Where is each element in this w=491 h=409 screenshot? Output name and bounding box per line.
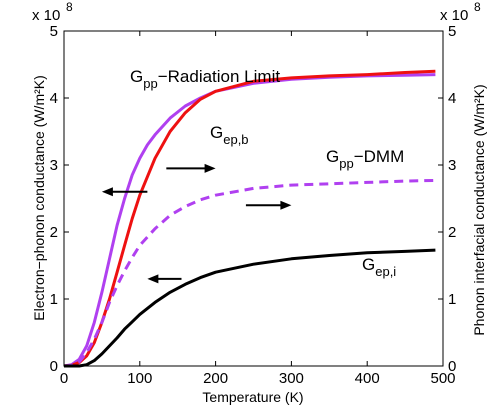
y-axis-label-right: Phonon interfacial conductance (W/m²K) xyxy=(471,84,487,335)
y-tick-label-left: 2 xyxy=(50,224,58,241)
y-tick-label-right: 0 xyxy=(448,358,456,375)
x-axis-label: Temperature (K) xyxy=(202,389,303,405)
y-tick-label-right: 3 xyxy=(448,157,456,174)
arrow-a4 xyxy=(147,274,182,284)
y-tick-label-right: 4 xyxy=(448,90,456,107)
series-line-gep_b xyxy=(63,69,436,368)
annotation-gepb: Gep,b xyxy=(210,123,249,147)
y-tick-label-right: 5 xyxy=(448,23,456,40)
y-multiplier-left-exp: 8 xyxy=(66,0,73,14)
arrow-a1 xyxy=(101,187,148,197)
arrow-a3 xyxy=(245,200,292,210)
y-tick-label-left: 4 xyxy=(50,90,58,107)
y-multiplier-left: x 10 xyxy=(32,7,60,24)
annotation-dmm: Gpp−DMM xyxy=(326,147,404,171)
y-multiplier-right-exp: 8 xyxy=(474,0,481,14)
x-tick-label: 0 xyxy=(60,370,68,387)
x-tick-label: 100 xyxy=(127,370,152,387)
series-line-gpp_dmm xyxy=(63,178,436,368)
y-tick-label-left: 3 xyxy=(50,157,58,174)
arrow-a2 xyxy=(166,163,216,173)
y-tick-label-left: 5 xyxy=(50,23,58,40)
series-line-gpp_rad xyxy=(63,73,436,368)
plot-frame xyxy=(63,30,444,367)
y-tick-label-left: 1 xyxy=(50,291,58,308)
x-tick-label: 400 xyxy=(355,370,380,387)
x-tick-label: 500 xyxy=(430,370,455,387)
x-tick-label: 300 xyxy=(279,370,304,387)
y-multiplier-right: x 10 xyxy=(440,7,468,24)
y-tick-label-right: 2 xyxy=(448,224,456,241)
y-tick-label-left: 0 xyxy=(50,358,58,375)
series-line-gep_i xyxy=(64,248,436,368)
y-tick-label-right: 1 xyxy=(448,291,456,308)
x-tick-label: 200 xyxy=(203,370,228,387)
y-axis-label-left: Electron−phonon conductance (W/m²K) xyxy=(31,75,47,321)
annotation-rad: Gpp−Radiation Limit xyxy=(130,67,280,91)
annotation-gepi: Gep,i xyxy=(362,255,396,279)
